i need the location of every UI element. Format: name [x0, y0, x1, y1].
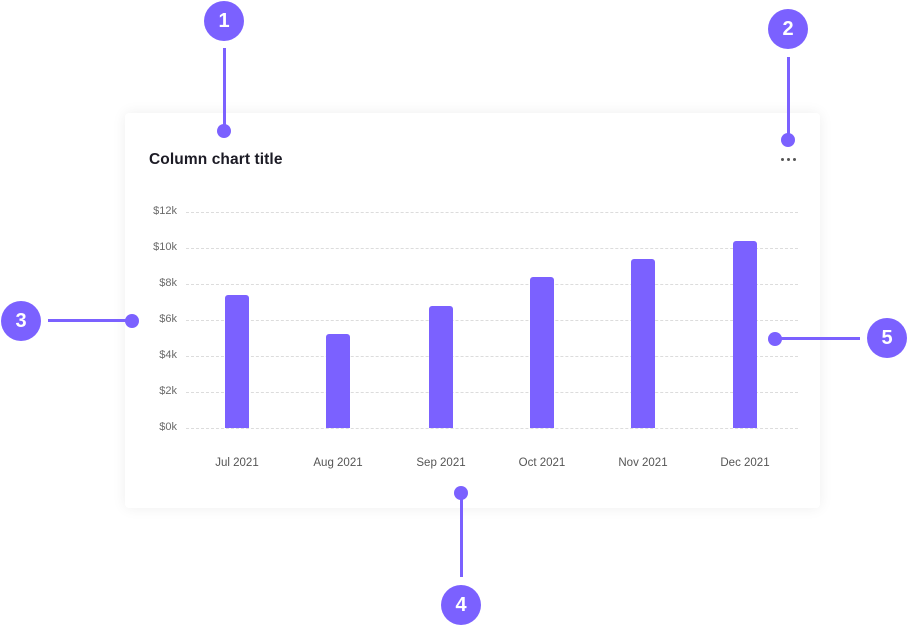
annotation-line-5 [776, 337, 860, 340]
plot-area: $0k $2k $4k $6k $8k $10k $12k Jul 2021 Aug 2021 S… [125, 113, 820, 508]
y-axis-tick-label: $10k [153, 241, 177, 253]
gridline [186, 284, 798, 285]
chart-bar[interactable] [429, 305, 453, 428]
annotation-line-2 [787, 57, 790, 137]
gridline [186, 392, 798, 393]
chart-title: Column chart title [149, 151, 283, 168]
annotation-marker-2: 2 [768, 9, 808, 49]
more-options-button[interactable] [777, 151, 799, 167]
more-dot [792, 157, 796, 161]
gridline [186, 212, 798, 213]
gridline [186, 428, 798, 429]
y-axis-tick-label: $4k [159, 349, 177, 361]
annotation-dot-1 [217, 124, 231, 138]
chart-bar[interactable] [326, 334, 350, 428]
annotation-dot-4 [454, 486, 468, 500]
annotation-dot-2 [781, 133, 795, 147]
annotation-line-3 [48, 319, 128, 322]
annotation-dot-5 [768, 332, 782, 346]
y-axis-tick-label: $12k [153, 205, 177, 217]
annotation-marker-3: 3 [1, 301, 41, 341]
gridline [186, 248, 798, 249]
chart-bar[interactable] [530, 276, 554, 428]
more-horizontal-icon [780, 157, 784, 161]
annotation-marker-1: 1 [204, 1, 244, 41]
y-axis-tick-label: $0k [159, 421, 177, 433]
gridline [186, 356, 798, 357]
x-axis-tick-label: Aug 2021 [313, 457, 363, 469]
annotation-dot-3 [125, 314, 139, 328]
x-axis-tick-label: Dec 2021 [720, 457, 770, 469]
chart-card: Column chart title $0k $2k $4k $6k $8k $10k $1… [125, 113, 820, 508]
y-axis-tick-label: $6k [159, 313, 177, 325]
x-axis-tick-label: Sep 2021 [416, 457, 466, 469]
annotation-line-4 [460, 494, 463, 577]
annotation-marker-4: 4 [441, 585, 481, 625]
y-axis-tick-label: $2k [159, 385, 177, 397]
x-axis-tick-label: Nov 2021 [618, 457, 668, 469]
chart-bar[interactable] [225, 294, 249, 428]
chart-bar[interactable] [631, 258, 655, 428]
x-axis-tick-label: Jul 2021 [215, 457, 259, 469]
chart-bar[interactable] [733, 240, 757, 428]
annotation-marker-5: 5 [867, 318, 907, 358]
gridline [186, 320, 798, 321]
annotation-line-1 [223, 48, 226, 130]
y-axis-tick-label: $8k [159, 277, 177, 289]
more-dot [786, 157, 790, 161]
x-axis-tick-label: Oct 2021 [518, 457, 566, 469]
